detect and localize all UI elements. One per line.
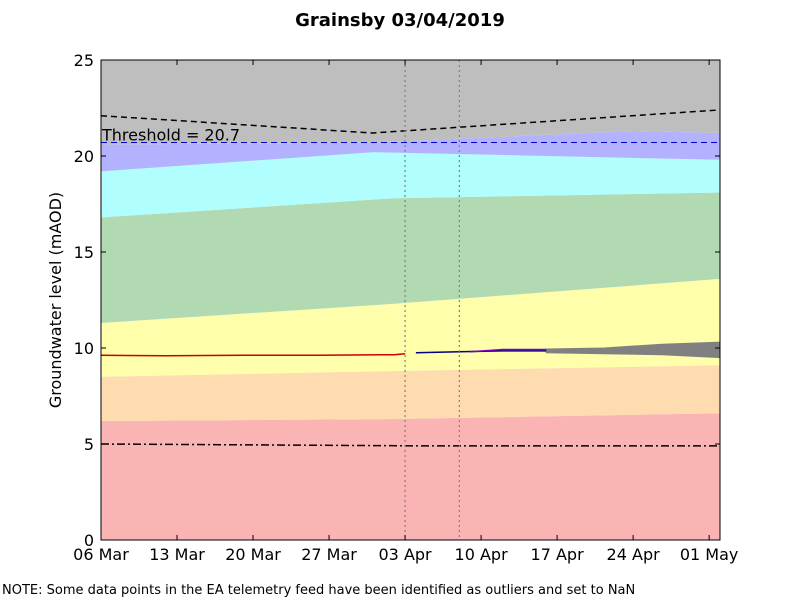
x-tick-label: 10 Apr <box>455 545 509 564</box>
chart-title: Grainsby 03/04/2019 <box>295 10 505 31</box>
y-tick-label: 25 <box>74 51 94 70</box>
threshold-label: Threshold = 20.7 <box>101 126 240 145</box>
series-line-1 <box>100 443 720 447</box>
y-tick-label: 0 <box>84 531 94 550</box>
reference-layer: Threshold = 20.7 <box>101 60 720 540</box>
band-3 <box>101 192 720 323</box>
x-tick-label: 01 May <box>680 545 739 564</box>
x-tick-label: 24 Apr <box>607 545 661 564</box>
plot-frame <box>100 59 721 541</box>
y-tick-label: 15 <box>74 243 94 262</box>
band-4 <box>101 152 720 218</box>
x-tick-label: 13 Mar <box>149 545 205 564</box>
x-tick-label: 03 Apr <box>379 545 433 564</box>
series-line-0 <box>100 109 721 134</box>
x-tick-label: 20 Mar <box>225 545 281 564</box>
x-tick-label: 17 Apr <box>531 545 585 564</box>
series-layer <box>100 109 721 447</box>
series-line-2 <box>100 353 406 357</box>
band-1 <box>101 365 720 421</box>
x-tick-label: 27 Mar <box>301 545 357 564</box>
y-axis-label: Groundwater level (mAOD) <box>46 192 65 408</box>
axes-layer: 0 5 10 15 20 25 06 Mar 13 Mar 20 Mar 27 Mar 03 Apr… <box>73 51 738 564</box>
y-tick-label: 20 <box>74 147 94 166</box>
footer-note: NOTE: Some data points in the EA telemet… <box>2 583 636 598</box>
x-tick-label: 06 Mar <box>73 545 129 564</box>
band-5 <box>101 131 720 172</box>
band-6 <box>101 60 720 145</box>
y-tick-label: 10 <box>74 339 94 358</box>
series-line-4 <box>470 348 547 353</box>
band-0 <box>101 413 720 540</box>
y-tick-label: 5 <box>84 435 94 454</box>
